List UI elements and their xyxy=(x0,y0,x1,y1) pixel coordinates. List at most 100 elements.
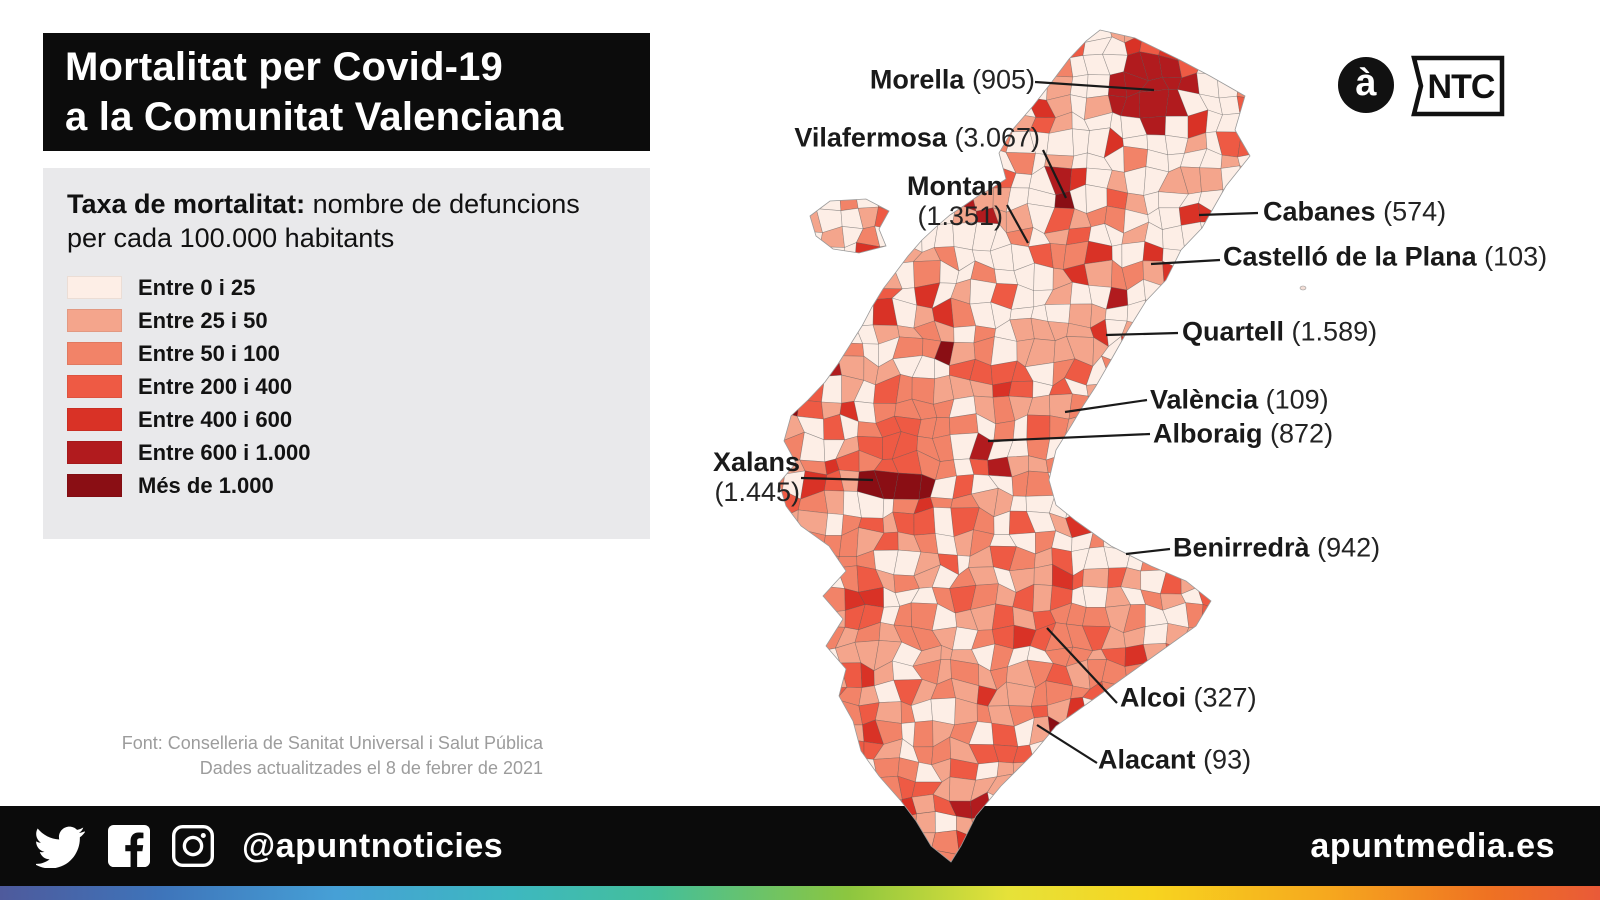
municipality-cell xyxy=(685,93,704,117)
municipality-cell xyxy=(1199,2,1226,24)
municipality-cell xyxy=(779,243,808,269)
municipality-cell xyxy=(1123,3,1146,19)
municipality-cell xyxy=(1186,279,1205,303)
municipality-cells xyxy=(670,2,1330,900)
municipality-cell xyxy=(1197,669,1222,690)
municipality-cell xyxy=(1237,285,1250,308)
municipality-cell xyxy=(1233,357,1250,384)
municipality-cell xyxy=(1237,317,1250,345)
municipality-cell xyxy=(876,149,904,172)
municipality-cell xyxy=(1276,762,1301,784)
municipality-cell xyxy=(805,683,827,702)
municipality-cell xyxy=(844,835,864,861)
municipality-cell xyxy=(684,380,703,399)
municipality-cell xyxy=(1044,849,1073,862)
municipality-cell xyxy=(703,684,732,705)
legend-swatch-2 xyxy=(67,342,122,365)
municipality-cell xyxy=(1180,553,1206,572)
municipality-cell xyxy=(1157,532,1184,555)
municipality-cell xyxy=(1180,30,1208,40)
municipality-cell xyxy=(1235,398,1250,422)
municipality-cell xyxy=(991,722,1019,747)
municipality-cell xyxy=(896,34,924,61)
municipality-cell xyxy=(783,660,809,688)
municipality-cell xyxy=(1121,395,1151,419)
municipality-cell xyxy=(930,154,959,175)
municipality-cell xyxy=(971,859,997,862)
municipality-cell xyxy=(1314,494,1330,518)
municipality-cell xyxy=(1216,662,1246,688)
municipality-cell xyxy=(1234,662,1250,688)
municipality-cell xyxy=(1200,509,1220,536)
municipality-cell xyxy=(1224,719,1244,747)
municipality-cell xyxy=(1257,340,1278,362)
municipality-cell xyxy=(1314,627,1330,651)
municipality-cell xyxy=(722,148,749,167)
municipality-cell xyxy=(1312,169,1330,187)
municipality-cell xyxy=(688,433,705,452)
municipality-cell xyxy=(1262,243,1284,270)
municipality-cell xyxy=(670,666,691,686)
municipality-cell xyxy=(1179,890,1207,900)
municipality-cell xyxy=(938,888,961,900)
municipality-cell xyxy=(1045,813,1066,842)
municipality-cell xyxy=(854,264,885,289)
municipality-cell xyxy=(1159,456,1190,480)
municipality-cell xyxy=(1257,509,1282,537)
municipality-cell xyxy=(684,246,707,269)
apunt-logo-letter: à xyxy=(1355,61,1377,104)
municipality-cell xyxy=(707,779,730,803)
municipality-cell xyxy=(1239,228,1250,247)
municipality-cell xyxy=(1143,278,1170,308)
legend-label-3: Entre 200 i 400 xyxy=(138,373,293,399)
municipality-cell xyxy=(1281,233,1301,247)
municipality-cell xyxy=(1049,38,1071,59)
municipality-cell xyxy=(1236,491,1250,510)
municipality-cell xyxy=(1311,840,1330,852)
municipality-cell xyxy=(1070,758,1090,779)
municipality-cell xyxy=(1028,754,1048,776)
municipality-cell xyxy=(710,150,726,168)
municipality-cell xyxy=(780,587,804,610)
municipality-cell xyxy=(1064,869,1093,894)
municipality-cell xyxy=(912,191,936,210)
municipality-cell xyxy=(670,591,694,613)
municipality-cell xyxy=(1235,700,1250,727)
municipality-cell xyxy=(670,452,691,481)
municipality-cell xyxy=(835,153,862,175)
municipality-cell xyxy=(724,53,748,74)
municipality-cell xyxy=(816,893,840,900)
municipality-cell xyxy=(723,208,750,224)
municipality-cell xyxy=(1032,584,1053,613)
municipality-cell xyxy=(1264,131,1277,152)
municipality-cell xyxy=(705,301,727,327)
municipality-cell xyxy=(1278,439,1299,458)
municipality-cell xyxy=(874,91,901,120)
municipality-cell xyxy=(703,54,726,82)
municipality-cell xyxy=(779,302,787,329)
municipality-cell xyxy=(1064,431,1093,459)
municipality-cell xyxy=(779,243,790,268)
municipality-cell xyxy=(1101,474,1129,492)
municipality-cell xyxy=(1202,776,1223,802)
municipality-cell xyxy=(730,759,742,785)
municipality-cell xyxy=(1221,302,1239,319)
municipality-cell xyxy=(1237,51,1250,75)
municipality-cell xyxy=(1204,417,1221,434)
municipality-cell xyxy=(1234,647,1250,664)
municipality-cell xyxy=(1294,494,1321,514)
municipality-cell xyxy=(935,30,958,34)
municipality-cell xyxy=(1294,165,1318,188)
municipality-cell xyxy=(740,774,767,804)
municipality-cell xyxy=(1254,324,1278,344)
municipality-cell xyxy=(972,149,997,175)
ntc-logo: NTC xyxy=(1411,55,1505,117)
municipality-cell xyxy=(1071,451,1085,476)
municipality-cell xyxy=(1220,811,1242,842)
municipality-cell xyxy=(825,512,844,536)
municipality-cell xyxy=(872,51,903,77)
municipality-cell xyxy=(1273,666,1299,684)
municipality-cell xyxy=(786,263,805,289)
municipality-cell xyxy=(804,246,821,273)
municipality-cell xyxy=(816,149,846,168)
